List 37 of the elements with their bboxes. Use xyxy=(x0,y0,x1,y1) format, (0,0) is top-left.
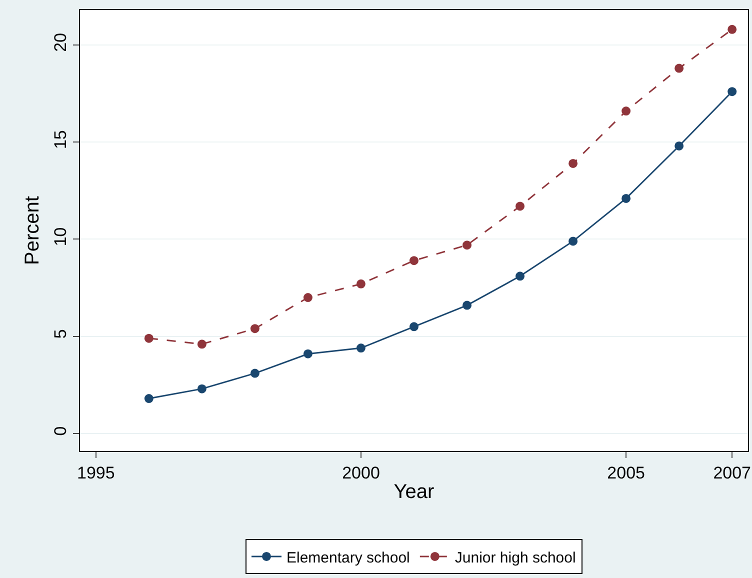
y-tick-label: 5 xyxy=(51,329,70,339)
point xyxy=(356,344,366,353)
y-tick-label: 20 xyxy=(51,32,70,52)
point xyxy=(568,236,578,246)
point xyxy=(516,272,525,281)
point xyxy=(303,349,312,358)
point xyxy=(728,87,737,96)
x-axis-title: Year xyxy=(394,480,435,503)
x-tick-label: 2007 xyxy=(713,463,752,482)
point xyxy=(356,279,366,288)
point xyxy=(462,240,472,250)
y-tick-label: 15 xyxy=(51,130,70,150)
legend-label: Elementary school xyxy=(286,549,410,566)
point xyxy=(144,334,154,343)
point xyxy=(674,64,684,73)
point xyxy=(410,256,418,266)
point xyxy=(462,300,472,310)
point xyxy=(516,202,525,211)
point xyxy=(303,293,312,302)
legend-label: Junior high school xyxy=(454,549,576,566)
x-tick-label: 2005 xyxy=(607,463,645,482)
point xyxy=(568,158,578,168)
y-tick-label: 10 xyxy=(51,227,70,246)
point xyxy=(197,384,206,394)
point xyxy=(250,324,260,334)
point xyxy=(250,368,260,378)
point xyxy=(144,394,154,404)
y-axis-title: Percent xyxy=(22,196,44,265)
point xyxy=(622,194,631,203)
point xyxy=(728,24,737,34)
x-tick-label: 2000 xyxy=(342,463,380,482)
point xyxy=(410,322,418,332)
point xyxy=(197,340,206,349)
point xyxy=(674,141,684,150)
y-tick-label: 0 xyxy=(51,426,70,436)
x-tick-label: 1995 xyxy=(76,463,115,482)
point xyxy=(622,106,631,116)
